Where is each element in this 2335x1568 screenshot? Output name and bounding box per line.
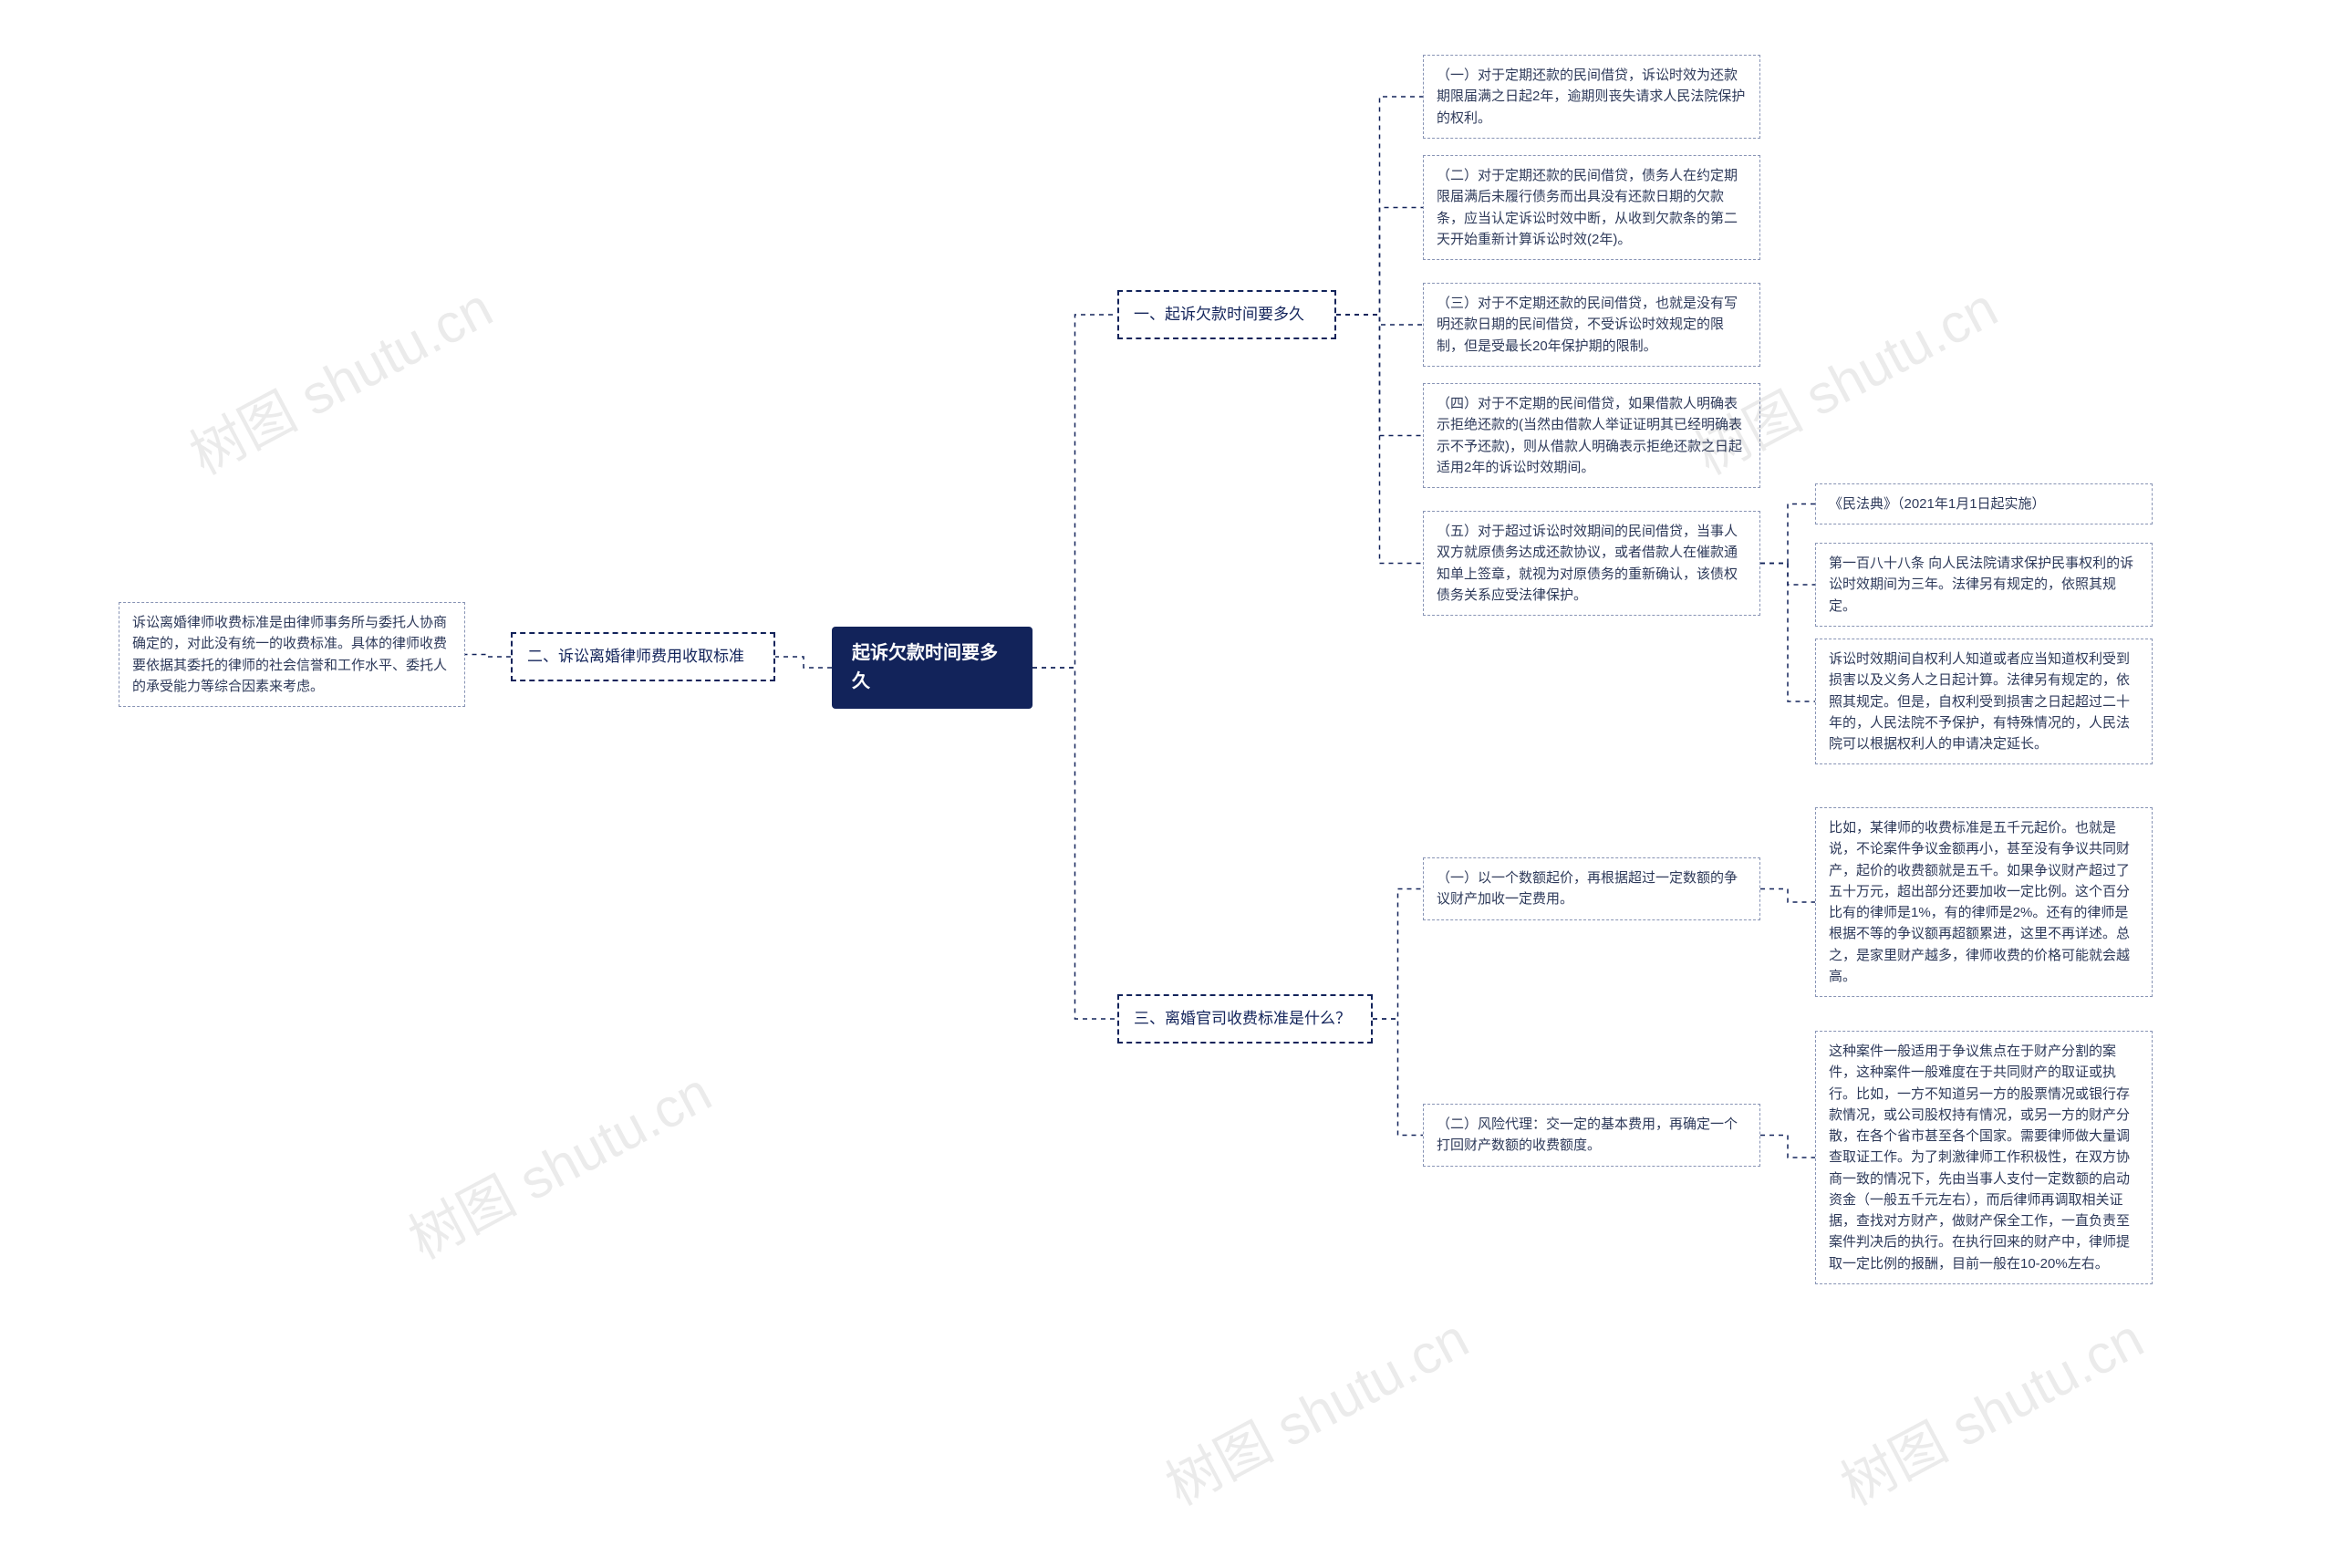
leaf-node: （一）对于定期还款的民间借贷，诉讼时效为还款期限届满之日起2年，逾期则丧失请求人… (1423, 55, 1760, 139)
connector-line (1760, 564, 1815, 702)
leaf-node: （五）对于超过诉讼时效期间的民间借贷，当事人双方就原债务达成还款协议，或者借款人… (1423, 511, 1760, 616)
connector-line (1760, 564, 1815, 586)
leaf-node: 比如，某律师的收费标准是五千元起价。也就是说，不论案件争议金额再小，甚至没有争议… (1815, 807, 2153, 997)
connector-line (775, 657, 832, 668)
leaf-node: （一）以一个数额起价，再根据超过一定数额的争议财产加收一定费用。 (1423, 857, 1760, 920)
connector-line (1033, 668, 1117, 1019)
connector-line (1033, 315, 1117, 668)
leaf-node: 诉讼离婚律师收费标准是由律师事务所与委托人协商确定的，对此没有统一的收费标准。具… (119, 602, 465, 707)
connector-line (1336, 315, 1423, 564)
watermark-text: 树图 shutu.cn (393, 1049, 723, 1274)
connector-line (465, 655, 511, 658)
leaf-node: （二）风险代理：交一定的基本费用，再确定一个打回财产数额的收费额度。 (1423, 1104, 1760, 1167)
connector-line (1760, 889, 1815, 903)
leaf-node: 《民法典》（2021年1月1日起实施） (1815, 483, 2153, 524)
watermark-text: 树图 shutu.cn (1150, 1295, 1480, 1521)
leaf-node: 第一百八十八条 向人民法院请求保护民事权利的诉讼时效期间为三年。法律另有规定的，… (1815, 543, 2153, 627)
watermark-text: 树图 shutu.cn (1825, 1295, 2155, 1521)
connector-line (1760, 1136, 1815, 1158)
branch-node: 三、离婚官司收费标准是什么？ (1117, 994, 1373, 1044)
connector-line (1760, 504, 1815, 564)
connector-line (1373, 1019, 1423, 1136)
branch-node: 一、起诉欠款时间要多久 (1117, 290, 1336, 339)
watermark-text: 树图 shutu.cn (174, 265, 504, 490)
connector-layer (0, 0, 2335, 1568)
root-node: 起诉欠款时间要多久 (832, 627, 1033, 709)
leaf-node: （二）对于定期还款的民间借贷，债务人在约定期限届满后未履行债务而出具没有还款日期… (1423, 155, 1760, 260)
leaf-node: （四）对于不定期的民间借贷，如果借款人明确表示拒绝还款的(当然由借款人举证证明其… (1423, 383, 1760, 488)
connector-line (1336, 315, 1423, 325)
connector-line (1373, 889, 1423, 1020)
connector-line (1336, 97, 1423, 315)
connector-line (1336, 315, 1423, 436)
branch-node: 二、诉讼离婚律师费用收取标准 (511, 632, 775, 681)
leaf-node: 这种案件一般适用于争议焦点在于财产分割的案件，这种案件一般难度在于共同财产的取证… (1815, 1031, 2153, 1284)
connector-line (1336, 208, 1423, 316)
leaf-node: 诉讼时效期间自权利人知道或者应当知道权利受到损害以及义务人之日起计算。法律另有规… (1815, 639, 2153, 764)
leaf-node: （三）对于不定期还款的民间借贷，也就是没有写明还款日期的民间借贷，不受诉讼时效规… (1423, 283, 1760, 367)
